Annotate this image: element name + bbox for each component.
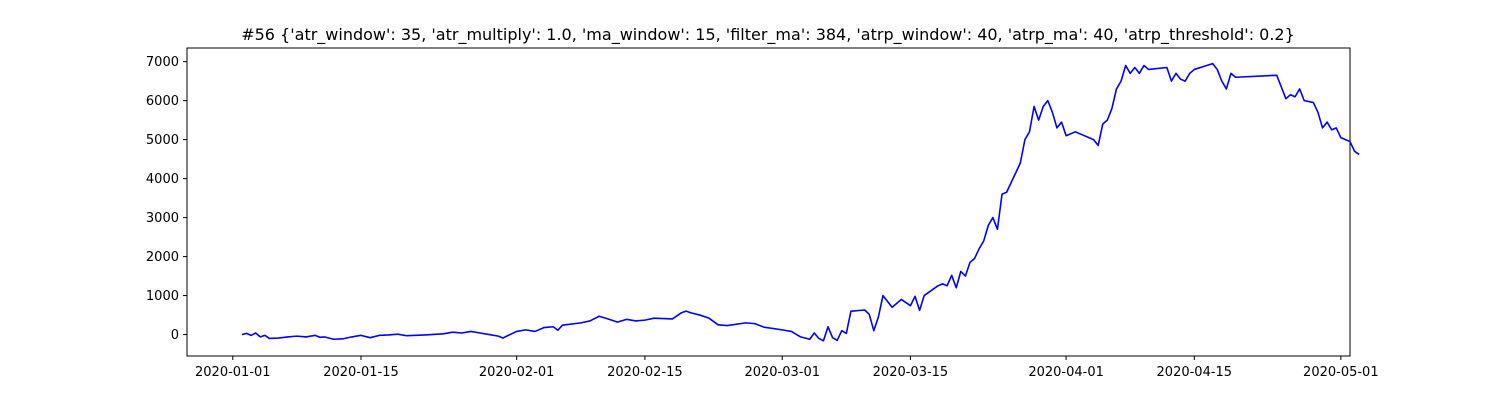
x-axis: 2020-01-01 2020-01-15 2020-02-01 2020-02-15… bbox=[195, 356, 1379, 380]
y-tick-label: 2000 bbox=[146, 250, 179, 265]
series-line-0 bbox=[241, 62, 1360, 342]
plot-frame bbox=[186, 47, 1351, 357]
x-tick-label: 2020-04-15 bbox=[1157, 365, 1233, 380]
x-tick-label: 2020-02-15 bbox=[607, 365, 683, 380]
x-tick-label: 2020-01-01 bbox=[195, 365, 271, 380]
x-tick-label: 2020-04-01 bbox=[1028, 365, 1104, 380]
y-tick-label: 3000 bbox=[146, 211, 179, 226]
y-tick-label: 0 bbox=[171, 328, 179, 343]
x-tick-label: 2020-02-01 bbox=[479, 365, 555, 380]
x-tick-label: 2020-03-01 bbox=[744, 365, 820, 380]
series-layer bbox=[241, 62, 1360, 342]
x-tick-label: 2020-03-15 bbox=[873, 365, 949, 380]
y-tick-label: 7000 bbox=[146, 55, 179, 70]
y-tick-label: 5000 bbox=[146, 133, 179, 148]
chart-title: #56 {'atr_window': 35, 'atr_multiply': 1… bbox=[241, 25, 1295, 45]
plot-area: 0 1000 2000 3000 4000 5000 6000 7000 2020-01-01… bbox=[146, 47, 1379, 380]
x-tick-label: 2020-01-15 bbox=[323, 365, 399, 380]
x-tick-label: 2020-05-01 bbox=[1303, 365, 1379, 380]
y-tick-label: 1000 bbox=[146, 289, 179, 304]
y-tick-label: 6000 bbox=[146, 94, 179, 109]
y-tick-label: 4000 bbox=[146, 172, 179, 187]
y-axis: 0 1000 2000 3000 4000 5000 6000 7000 bbox=[146, 55, 187, 343]
